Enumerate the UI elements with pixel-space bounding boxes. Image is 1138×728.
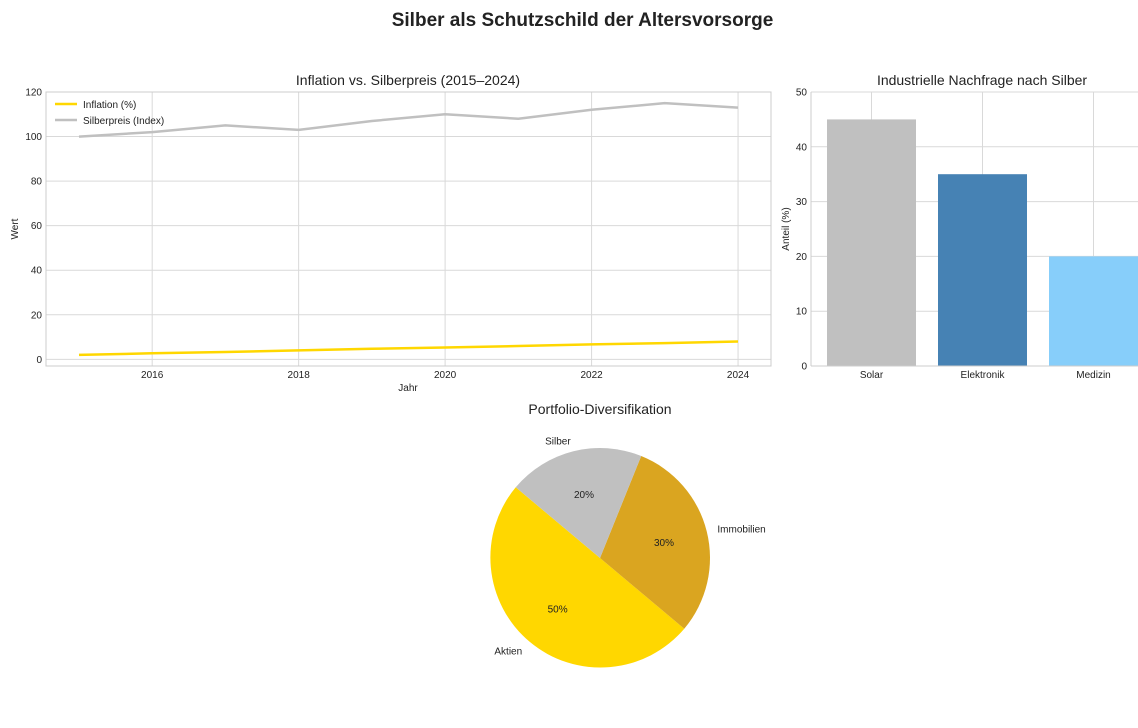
line-ytick-label: 40 bbox=[31, 266, 43, 277]
pie-percent-aktien: 50% bbox=[548, 605, 568, 616]
line-xtick-label: 2018 bbox=[288, 370, 311, 381]
bar-ytick-label: 20 bbox=[796, 252, 808, 263]
line-series-inflation bbox=[78, 340, 739, 357]
line-ytick-label: 0 bbox=[36, 355, 42, 366]
bar-ytick-label: 30 bbox=[796, 197, 808, 208]
line-chart-ticks: 2016 2018 2020 2022 2024 0 20 40 60 80 100 120 bbox=[25, 88, 749, 382]
line-chart: Inflation vs. Silberpreis (2015–2024) 20… bbox=[10, 72, 772, 394]
pie-slice-silber bbox=[515, 447, 642, 558]
line-ytick-label: 60 bbox=[31, 221, 43, 232]
line-chart-frame bbox=[45, 91, 772, 367]
line-ytick-label: 20 bbox=[31, 310, 43, 321]
bar-medizin bbox=[1049, 256, 1138, 366]
line-xtick-label: 2024 bbox=[727, 370, 750, 381]
bar-solar bbox=[827, 119, 916, 367]
pie-chart: Portfolio-Diversifikation Aktien 50% Immob… bbox=[490, 401, 766, 668]
pie-slice-aktien bbox=[490, 487, 685, 668]
bar-chart-ylabel: Anteil (%) bbox=[781, 207, 792, 250]
pie-label-silber: Silber bbox=[545, 437, 571, 448]
line-chart-title: Inflation vs. Silberpreis (2015–2024) bbox=[296, 72, 520, 88]
line-xtick-label: 2022 bbox=[580, 370, 603, 381]
pie-chart-title: Portfolio-Diversifikation bbox=[528, 401, 671, 417]
pie-chart-labels: Aktien 50% Immobilien 30% Silber 20% bbox=[494, 437, 765, 658]
line-chart-series bbox=[78, 101, 739, 357]
line-chart-xlabel: Jahr bbox=[398, 383, 418, 394]
pie-label-immobilien: Immobilien bbox=[717, 525, 765, 536]
pie-percent-silber: 20% bbox=[574, 490, 594, 501]
line-ytick-label: 120 bbox=[25, 88, 42, 99]
line-series-silver bbox=[78, 101, 739, 138]
bar-ytick-label: 40 bbox=[796, 142, 808, 153]
bar-ytick-label: 0 bbox=[801, 362, 807, 373]
bar-chart-title: Industrielle Nachfrage nach Silber bbox=[877, 72, 1087, 88]
line-xtick-label: 2020 bbox=[434, 370, 457, 381]
bar-chart-ticks: 0 10 20 30 40 50 Solar Elektronik Medizin bbox=[796, 88, 1111, 382]
bar-chart-bars bbox=[827, 119, 1138, 367]
bar-ytick-label: 50 bbox=[796, 88, 808, 99]
line-xtick-label: 2016 bbox=[141, 370, 164, 381]
legend-label-silver: Silberpreis (Index) bbox=[83, 116, 164, 127]
pie-label-aktien: Aktien bbox=[494, 647, 522, 658]
pie-slice-immobilien bbox=[600, 456, 710, 629]
page-title: Silber als Schutzschild der Altersvorsor… bbox=[391, 10, 774, 31]
line-chart-legend: Inflation (%) Silberpreis (Index) bbox=[55, 100, 164, 127]
bar-xtick-label: Medizin bbox=[1076, 370, 1110, 381]
line-ytick-label: 100 bbox=[25, 132, 42, 143]
bar-elektronik bbox=[938, 174, 1027, 366]
pie-chart-slices bbox=[490, 447, 710, 668]
line-ytick-label: 80 bbox=[31, 177, 43, 188]
legend-label-inflation: Inflation (%) bbox=[83, 100, 136, 111]
bar-chart: Industrielle Nachfrage nach Silber 0 10 20… bbox=[781, 72, 1138, 381]
line-chart-ylabel: Wert bbox=[10, 218, 21, 239]
bar-xtick-label: Solar bbox=[860, 370, 884, 381]
bar-xtick-label: Elektronik bbox=[961, 370, 1006, 381]
bar-ytick-label: 10 bbox=[796, 307, 808, 318]
pie-percent-immobilien: 30% bbox=[654, 538, 674, 549]
